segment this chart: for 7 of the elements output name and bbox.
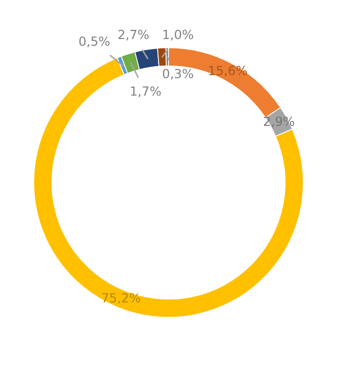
donut-slice — [33, 57, 304, 318]
data-label: 0,5% — [79, 36, 110, 48]
data-label: 0,3% — [162, 68, 194, 80]
data-label: 75,2% — [102, 293, 140, 304]
data-label: 1,0% — [163, 30, 194, 40]
data-label: 2,7% — [118, 30, 149, 40]
data-label: 1,7% — [131, 86, 161, 98]
